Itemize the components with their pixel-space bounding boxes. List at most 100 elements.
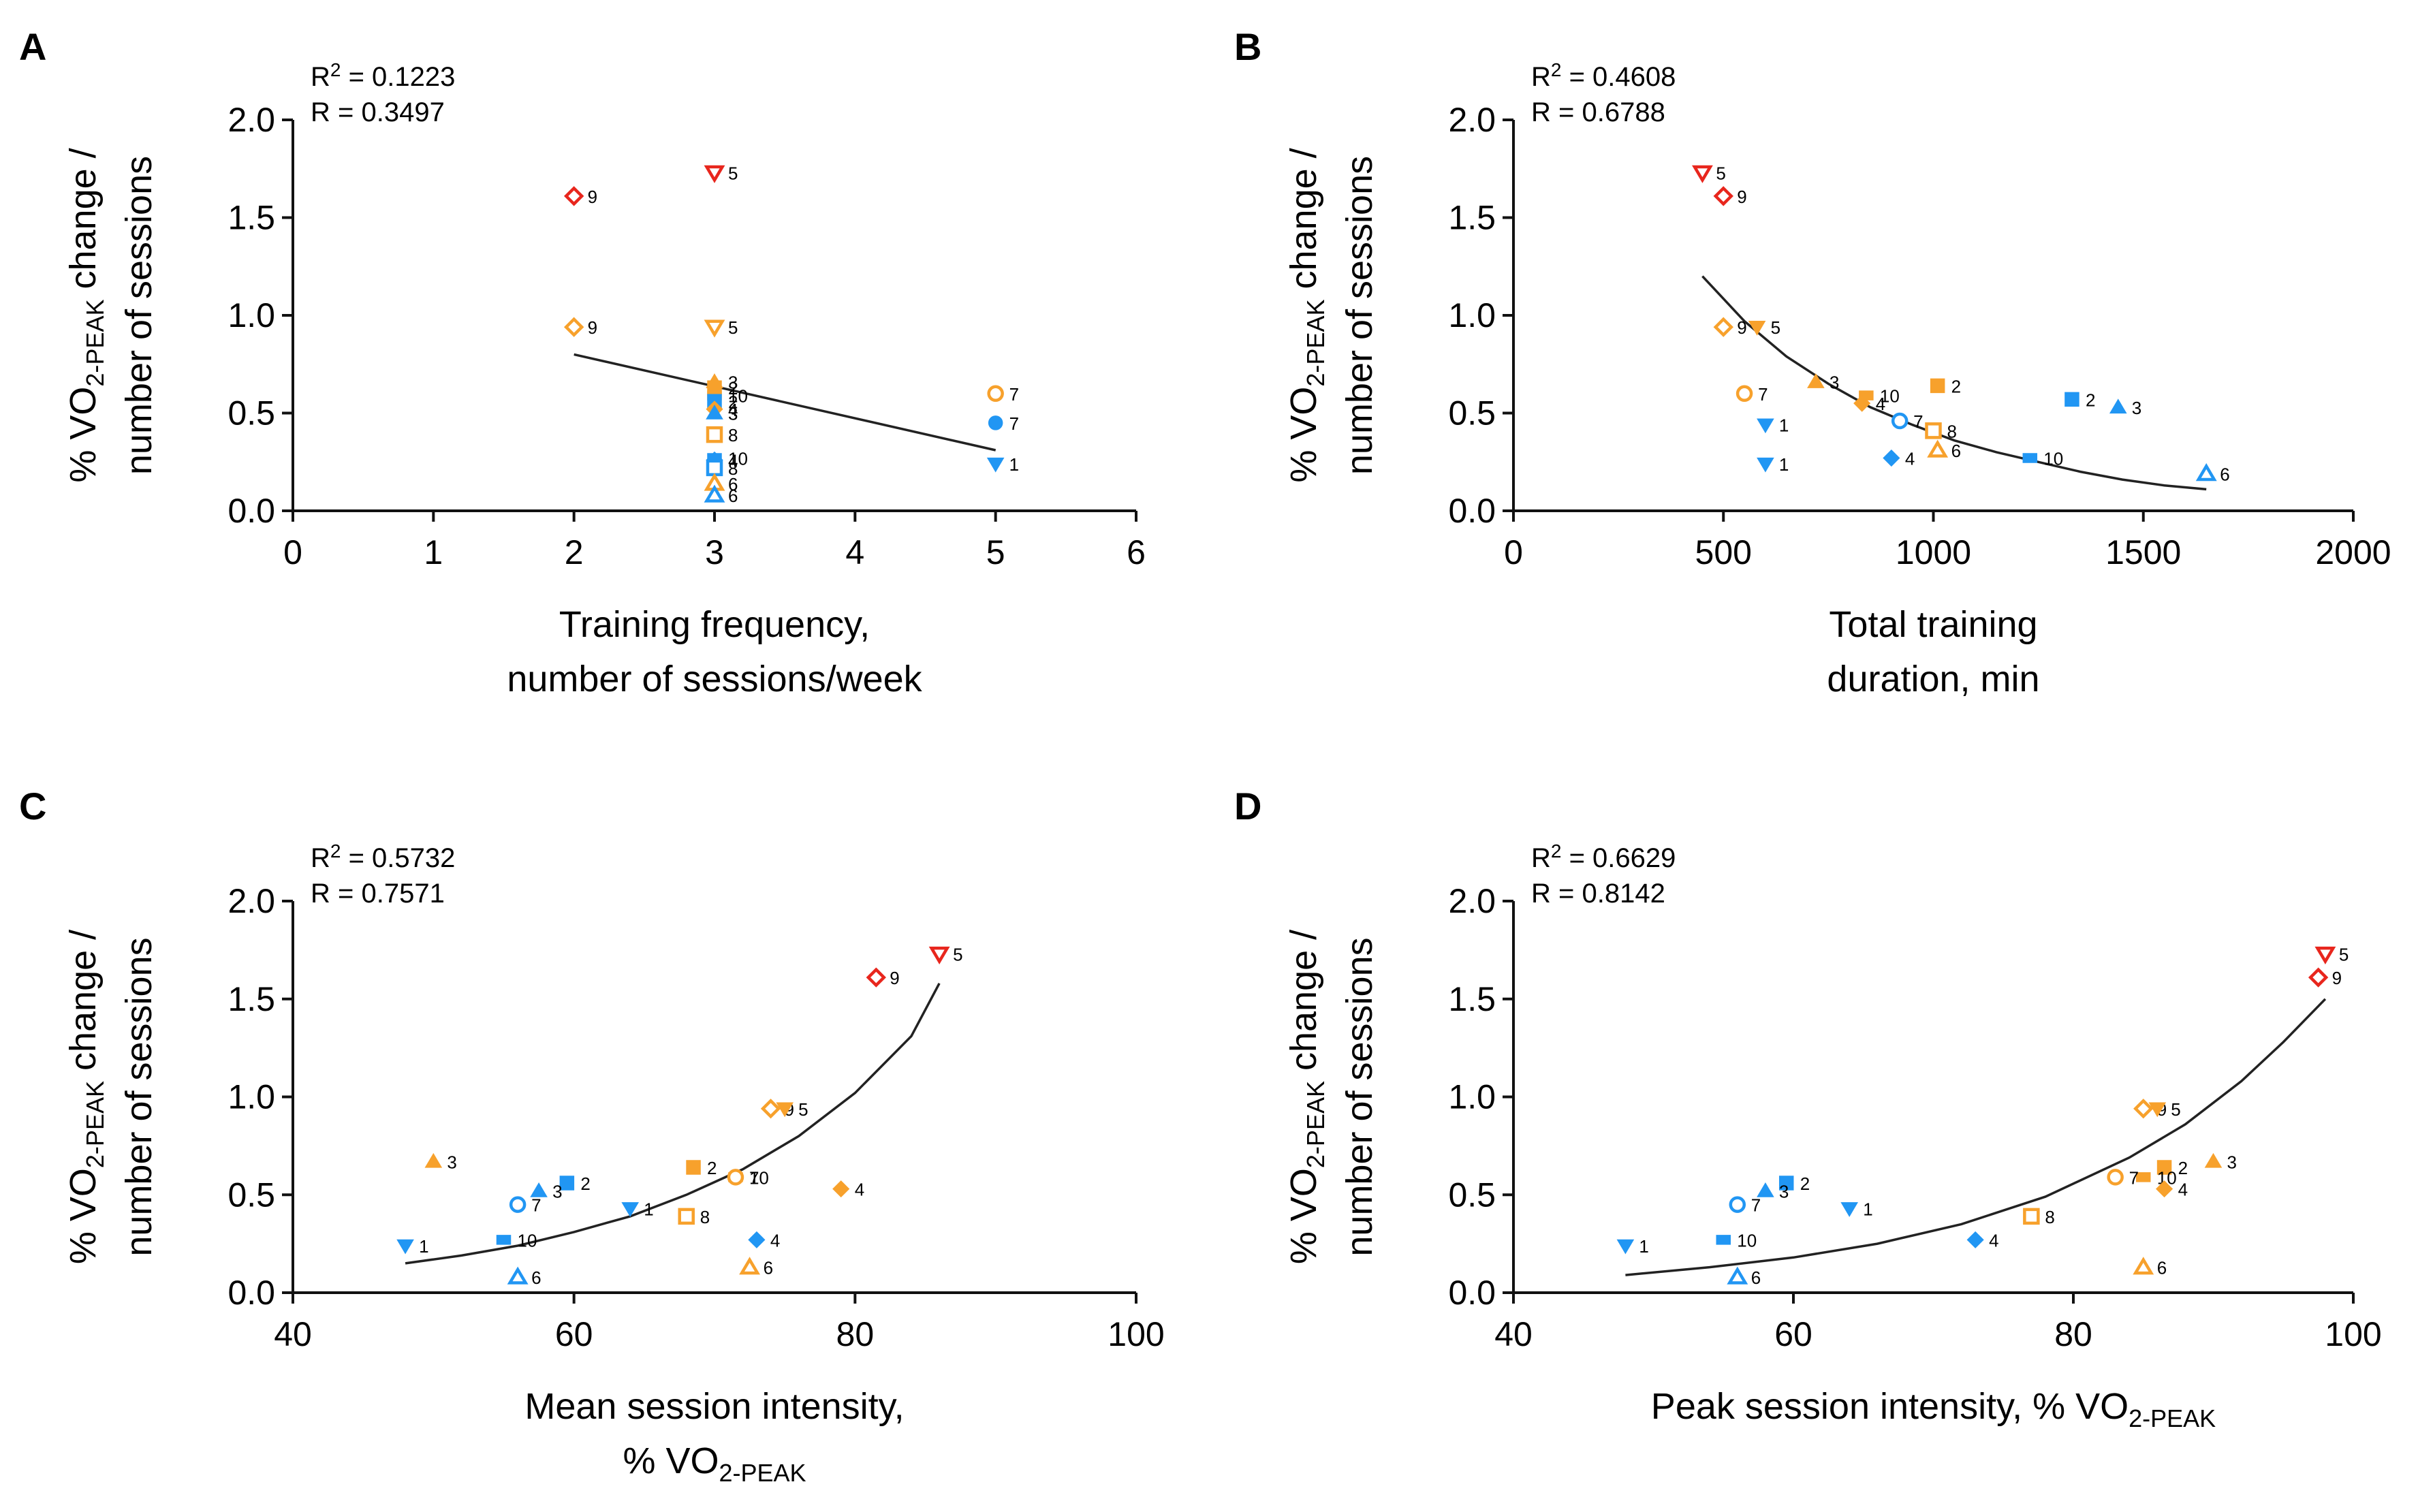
- data-point-blue-circle: [509, 1196, 527, 1213]
- data-point-label: 2: [728, 378, 738, 398]
- panel-letter: A: [19, 25, 46, 68]
- fit-line: [405, 982, 941, 1265]
- data-point-label: 8: [2045, 1207, 2054, 1227]
- y-axis-title: % VO2-PEAK​ change /: [63, 148, 109, 482]
- panel-c: C 0.0 0.5 1.0 1.5 2.0 40 60 80 100 Mean session in…: [19, 785, 1165, 1487]
- data-point-label: 7: [1009, 384, 1019, 405]
- data-point-orange-triangle: [739, 1257, 761, 1275]
- y-axis-title: % VO2-PEAK​ change /: [1283, 930, 1330, 1264]
- data-point-label: 8: [728, 458, 738, 479]
- data-point-orange-square: [686, 1160, 701, 1175]
- data-point-label: 10: [749, 1167, 769, 1188]
- data-point-label: 9: [1737, 317, 1746, 338]
- data-point-red-diamond: [866, 967, 886, 988]
- data-point-label: 6: [728, 486, 738, 506]
- y-tick-label: 0.5: [227, 394, 275, 432]
- data-point-label: 7: [749, 1167, 759, 1188]
- x-tick-label: 60: [555, 1315, 593, 1353]
- data-point-label: 5: [1771, 317, 1780, 338]
- data-point-blue-circle: [1729, 1196, 1746, 1213]
- data-point-label: 5: [1716, 163, 1725, 183]
- data-point-orange-tri-down: [776, 1102, 794, 1118]
- data-point-label: 7: [1009, 413, 1019, 434]
- data-point-label: 8: [700, 1207, 710, 1227]
- r-squared-label: R2 = 0.5732: [311, 840, 455, 873]
- r-label: R = 0.3497: [311, 97, 445, 127]
- data-point-label: 2: [580, 1174, 590, 1194]
- data-point-label: 6: [531, 1267, 541, 1288]
- y-axis-title: number of sessions: [119, 156, 159, 475]
- data-point-orange-square: [1925, 422, 1942, 439]
- y-tick-label: 2.0: [1448, 882, 1496, 920]
- data-point-orange-diamond: [1853, 394, 1871, 412]
- data-point-label: 5: [2339, 945, 2349, 965]
- data-point-blue-triangle: [706, 405, 723, 420]
- data-point-label: 10: [728, 449, 748, 469]
- data-point-blue-tri-down: [1840, 1202, 1859, 1217]
- data-point-blue-triangle: [704, 484, 725, 503]
- data-point-blue-rect: [2022, 453, 2038, 463]
- y-axis-title: number of sessions: [1339, 156, 1380, 475]
- data-point-label: 2: [728, 392, 738, 412]
- data-point-label: 6: [2220, 464, 2229, 484]
- x-tick-label: 40: [1494, 1315, 1533, 1353]
- data-point-label: 2: [1800, 1174, 1810, 1194]
- y-tick-label: 1.0: [1448, 1078, 1496, 1116]
- data-point-orange-diamond: [1713, 317, 1733, 337]
- y-tick-label: 0.5: [1448, 1176, 1496, 1214]
- data-point-label: 3: [728, 404, 738, 424]
- data-point-blue-diamond: [1966, 1231, 1984, 1248]
- data-point-blue-tri-down: [1757, 418, 1774, 434]
- x-axis-title: Total training: [1829, 604, 2037, 645]
- data-point-label: 1: [644, 1199, 653, 1219]
- data-point-blue-triangle: [1727, 1266, 1748, 1285]
- data-point-label: 9: [890, 968, 899, 988]
- data-point-label: 6: [1751, 1267, 1761, 1288]
- y-tick-label: 0.0: [227, 1274, 275, 1312]
- data-point-label: 4: [1876, 394, 1885, 414]
- data-point-blue-tri-down: [1757, 457, 1774, 473]
- data-point-orange-diamond: [760, 1099, 781, 1119]
- data-point-orange-triangle: [424, 1152, 443, 1168]
- data-point-label: 5: [798, 1099, 808, 1120]
- data-point-blue-tri-down: [1616, 1239, 1635, 1255]
- data-point-red-diamond: [1713, 186, 1733, 206]
- x-tick-label: 0: [283, 533, 302, 571]
- data-point-label: 3: [1830, 373, 1839, 393]
- data-point-orange-diamond: [2156, 1180, 2173, 1198]
- data-point-blue-triangle: [2195, 463, 2217, 482]
- data-point-label: 9: [588, 187, 597, 207]
- y-tick-label: 1.0: [227, 1078, 275, 1116]
- data-point-orange-circle: [727, 1169, 744, 1186]
- data-point-label: 4: [2178, 1180, 2188, 1200]
- data-point-red-diamond: [563, 186, 584, 206]
- data-point-blue-square: [2064, 392, 2079, 407]
- data-point-blue-triangle: [2109, 398, 2127, 414]
- x-tick-label: 0: [1504, 533, 1523, 571]
- data-point-label: 5: [953, 945, 962, 965]
- data-point-label: 1: [1639, 1236, 1648, 1257]
- data-point-label: 4: [1989, 1230, 1998, 1250]
- data-point-orange-square: [678, 1208, 695, 1225]
- y-tick-label: 2.0: [227, 101, 275, 139]
- y-tick-label: 0.5: [227, 1176, 275, 1214]
- data-point-label: 3: [2132, 398, 2141, 418]
- data-point-orange-square: [2023, 1208, 2040, 1225]
- data-point-red-tri-down: [704, 165, 725, 183]
- data-point-blue-circle: [1891, 412, 1909, 430]
- y-tick-label: 0.5: [1448, 394, 1496, 432]
- y-tick-label: 0.0: [227, 492, 275, 530]
- x-tick-label: 2: [565, 533, 584, 571]
- x-tick-label: 6: [1127, 533, 1146, 571]
- data-point-red-tri-down: [2314, 946, 2336, 965]
- data-point-blue-circle: [988, 415, 1003, 430]
- y-tick-label: 2.0: [1448, 101, 1496, 139]
- data-point-label: 9: [1737, 187, 1746, 207]
- data-point-label: 7: [1913, 411, 1923, 432]
- x-axis-title: Peak session intensity, % VO2-PEAK​: [1651, 1386, 2216, 1432]
- data-point-label: 5: [728, 317, 738, 338]
- data-point-label: 8: [1947, 421, 1957, 441]
- data-point-label: 6: [1951, 441, 1961, 461]
- r-label: R = 0.8142: [1531, 879, 1665, 909]
